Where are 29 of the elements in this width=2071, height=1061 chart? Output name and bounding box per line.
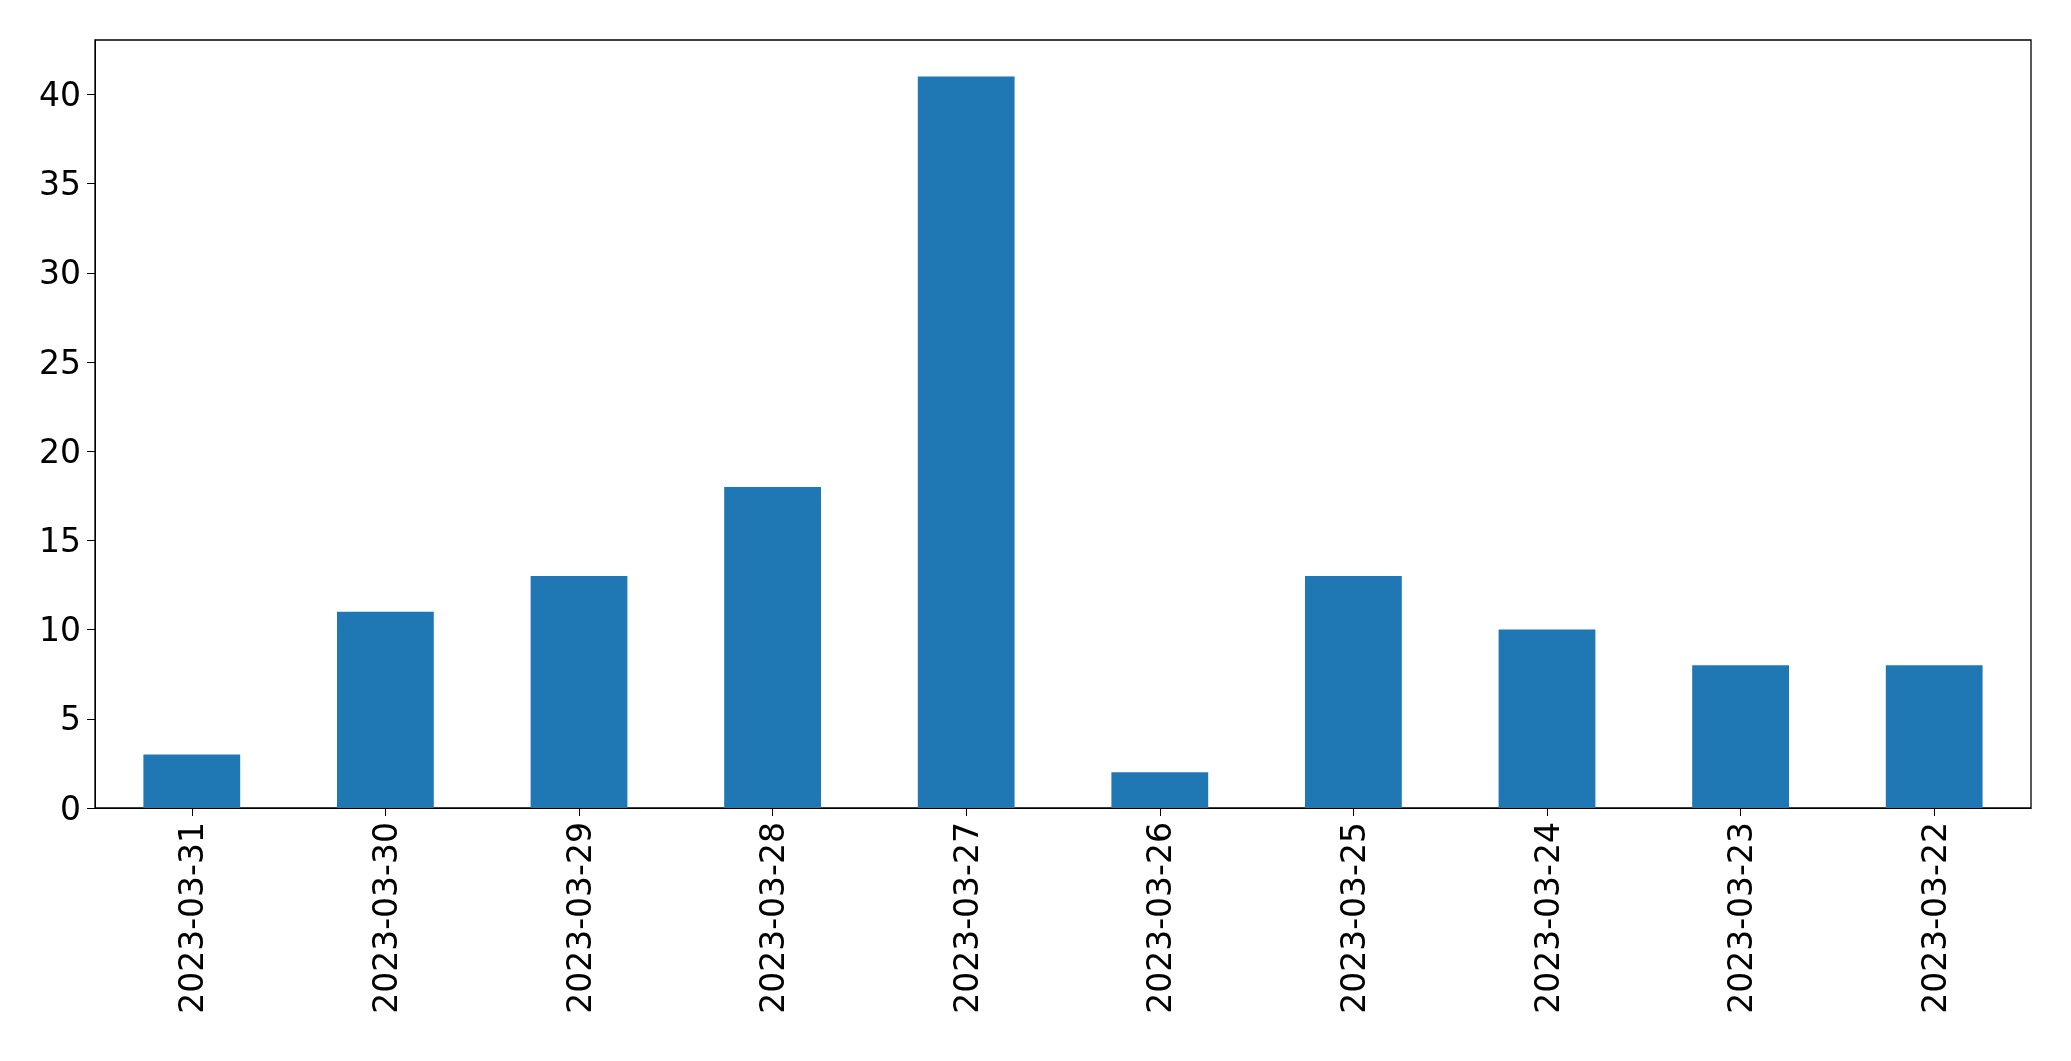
bar — [1305, 576, 1402, 808]
y-tick-label: 20 — [39, 431, 81, 471]
bar — [143, 754, 241, 808]
x-tick-label: 2023-03-31 — [172, 822, 212, 1014]
bar — [1885, 665, 1983, 808]
y-tick-label: 0 — [60, 788, 81, 828]
bar — [1692, 665, 1789, 808]
y-tick-label: 5 — [60, 699, 81, 739]
bar — [724, 486, 821, 808]
y-tick-label: 25 — [39, 342, 81, 382]
y-tick-label: 10 — [39, 610, 81, 650]
y-tick-label: 15 — [39, 520, 81, 560]
x-tick-label: 2023-03-29 — [559, 822, 599, 1014]
x-tick-label: 2023-03-22 — [1914, 822, 1954, 1014]
x-tick-label: 2023-03-24 — [1527, 822, 1567, 1014]
x-tick-label: 2023-03-25 — [1333, 822, 1373, 1014]
y-tick-label: 35 — [39, 164, 81, 204]
x-tick-label: 2023-03-27 — [946, 822, 986, 1014]
bar — [530, 576, 628, 808]
x-tick-label: 2023-03-26 — [1140, 822, 1180, 1014]
bar — [1498, 629, 1596, 808]
bar — [917, 76, 1015, 808]
x-tick-label: 2023-03-28 — [753, 822, 793, 1014]
y-tick-label: 40 — [39, 74, 81, 114]
y-tick-label: 30 — [39, 253, 81, 293]
x-tick-label: 2023-03-30 — [365, 822, 405, 1014]
x-tick-label: 2023-03-23 — [1721, 822, 1761, 1014]
bar — [1111, 772, 1209, 808]
bar — [337, 611, 434, 808]
